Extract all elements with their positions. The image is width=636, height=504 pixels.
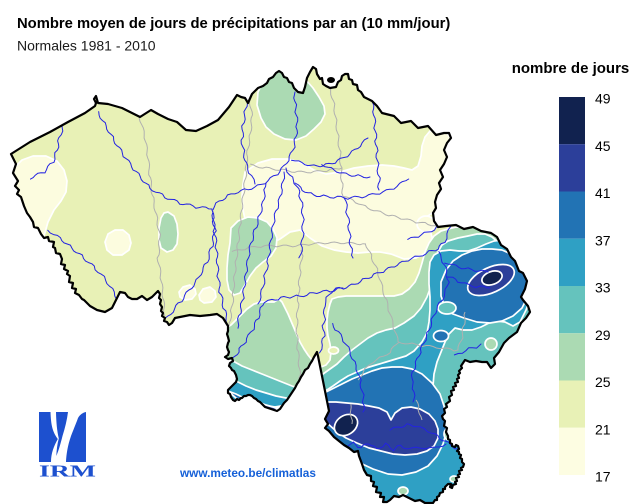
svg-text:37: 37 (595, 232, 611, 248)
svg-text:21: 21 (595, 421, 611, 437)
svg-text:Nombre moyen de jours de préci: Nombre moyen de jours de précipitations … (17, 16, 450, 32)
svg-text:17: 17 (595, 469, 611, 485)
svg-text:33: 33 (595, 280, 611, 296)
svg-text:nombre de jours: nombre de jours (512, 60, 630, 77)
svg-text:29: 29 (595, 327, 611, 343)
svg-text:45: 45 (595, 138, 611, 154)
svg-text:Normales 1981 - 2010: Normales 1981 - 2010 (17, 38, 156, 54)
svg-text:49: 49 (595, 91, 611, 107)
svg-text:25: 25 (595, 374, 611, 390)
svg-text:IRM: IRM (39, 462, 96, 481)
svg-text:www.meteo.be/climatlas: www.meteo.be/climatlas (179, 466, 316, 480)
svg-text:41: 41 (595, 185, 611, 201)
